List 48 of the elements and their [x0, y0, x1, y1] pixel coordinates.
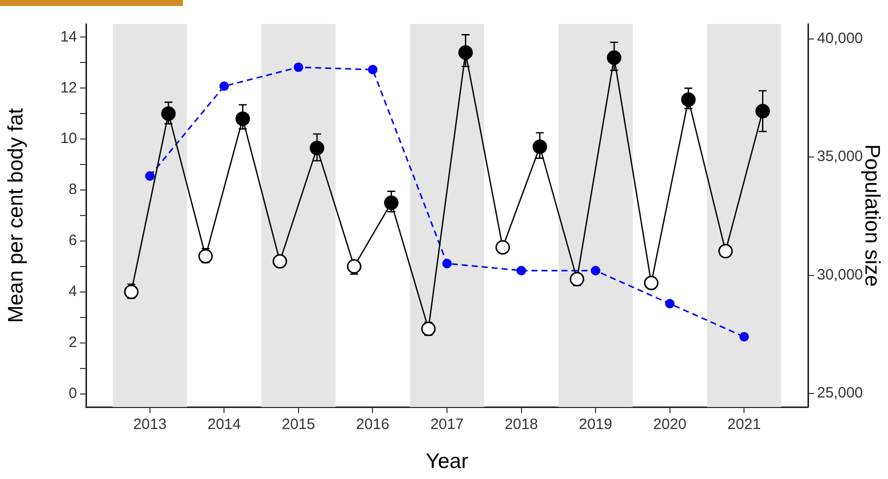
y-tick-label: 8: [68, 181, 77, 198]
y2-tick-label: 35,000: [817, 148, 863, 166]
point: [346, 259, 362, 274]
y-tick-label: 12: [60, 79, 77, 96]
point: [235, 111, 250, 126]
point: [310, 140, 324, 156]
point: [219, 81, 229, 91]
point: [145, 171, 155, 181]
point: [124, 284, 139, 300]
point: [718, 244, 733, 258]
x-tick-label: 2018: [504, 416, 538, 434]
point: [368, 64, 378, 74]
y2-tick-label: 40,000: [817, 30, 863, 48]
point: [458, 45, 473, 60]
point: [644, 276, 659, 290]
point: [570, 272, 584, 286]
point: [384, 196, 399, 210]
x-tick-label: 2014: [207, 416, 241, 434]
x-axis-title: Year: [426, 450, 468, 474]
point: [665, 298, 675, 308]
x-tick-label: 2013: [133, 416, 167, 434]
x-tick-label: 2017: [430, 416, 464, 434]
point: [590, 266, 600, 276]
x-tick-label: 2015: [282, 416, 316, 434]
x-tick-label: 2019: [578, 416, 612, 434]
y2-tick-label: 25,000: [817, 384, 863, 402]
y2-tick-label: 30,000: [817, 266, 863, 284]
point: [294, 62, 304, 72]
y-tick-label: 0: [68, 384, 77, 402]
point: [516, 266, 526, 276]
x-tick-label: 2020: [653, 416, 687, 434]
x-tick-label: 2016: [356, 416, 390, 434]
y-tick-label: 4: [68, 283, 77, 300]
point: [606, 50, 622, 65]
y-axis-title: Mean per cent body fat: [4, 108, 28, 323]
y-tick-label: 2: [68, 334, 77, 351]
y-tick-label: 6: [68, 232, 77, 250]
point: [272, 254, 288, 269]
y-tick-label: 14: [60, 28, 77, 46]
point: [681, 92, 696, 107]
point: [532, 139, 548, 154]
point: [739, 332, 749, 342]
point: [442, 258, 452, 268]
y-tick-label: 10: [60, 130, 77, 148]
point: [755, 104, 770, 118]
x-tick-label: 2021: [727, 416, 761, 434]
point: [161, 106, 176, 121]
point: [495, 240, 510, 255]
